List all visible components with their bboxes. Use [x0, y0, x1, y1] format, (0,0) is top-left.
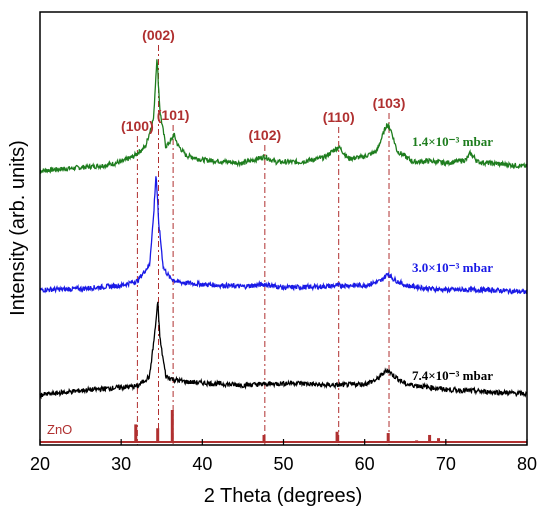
peak-label: (002) [142, 27, 175, 43]
reference-bar [134, 424, 138, 442]
reference-label: ZnO [47, 422, 72, 437]
series-line [39, 176, 528, 296]
series-line [39, 301, 528, 400]
x-tick-label: 60 [355, 454, 375, 474]
reference-bar [156, 428, 160, 442]
peak-labels: (100) (002) (101) (102) (110) (103) [121, 27, 405, 143]
reference-bar [335, 431, 339, 442]
reference-bar [386, 433, 390, 442]
peak-label: (103) [373, 95, 406, 111]
reference-bars [40, 410, 527, 443]
x-tick-label: 50 [273, 454, 293, 474]
x-tick-label: 80 [517, 454, 537, 474]
peak-label: (100) [121, 118, 154, 134]
series-lines [39, 59, 528, 400]
reference-bar [428, 434, 432, 442]
series-label: 3.0×10⁻³ mbar [412, 260, 493, 275]
series-label: 1.4×10⁻³ mbar [412, 134, 493, 149]
x-tick-label: 30 [111, 454, 131, 474]
x-tick-label: 20 [30, 454, 50, 474]
peak-label: (102) [248, 127, 281, 143]
series-labels: 1.4×10⁻³ mbar 3.0×10⁻³ mbar 7.4×10⁻³ mbar [412, 134, 493, 383]
peak-label: (101) [157, 107, 190, 123]
series-label: 7.4×10⁻³ mbar [412, 368, 493, 383]
reference-bar [437, 438, 441, 442]
reference-bar [262, 434, 266, 442]
y-axis-title: Intensity (arb. units) [7, 140, 29, 316]
x-tick-label: 40 [192, 454, 212, 474]
peak-label: (110) [323, 109, 355, 125]
x-axis-title: 2 Theta (degrees) [204, 485, 363, 507]
series-line [39, 59, 528, 175]
x-tick-label: 70 [436, 454, 456, 474]
x-axis-ticks: 20 30 40 50 60 70 80 [30, 439, 537, 474]
reference-bar [170, 410, 174, 442]
